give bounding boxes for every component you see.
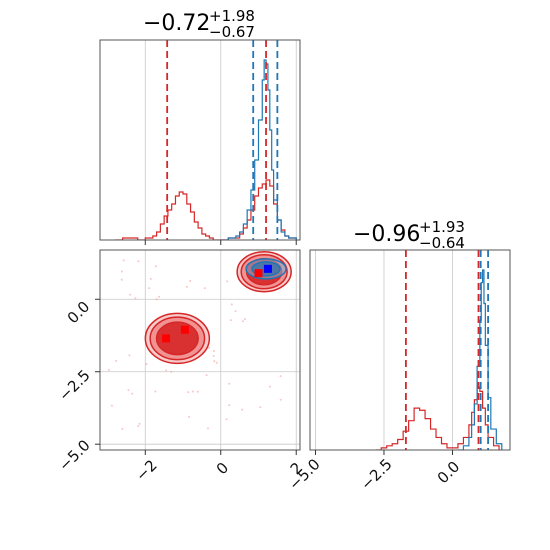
bl-y-tick-label: −2.5: [55, 366, 93, 404]
scatter-point: [134, 297, 137, 300]
panel-top-left: [115, 40, 297, 240]
marker: [254, 269, 263, 278]
bl-y-tick-label: 0.0: [64, 298, 94, 328]
scatter-point: [131, 392, 134, 395]
scatter-point: [137, 425, 140, 428]
scatter-point: [259, 406, 262, 409]
scatter-point: [127, 389, 130, 392]
scatter-point: [241, 408, 244, 411]
bl-x-tick-label: −2: [132, 456, 160, 484]
scatter-point: [186, 285, 189, 288]
scatter-point: [149, 277, 152, 280]
title-value: −0.72: [143, 11, 210, 36]
scatter-point: [228, 404, 231, 407]
scatter-point: [115, 359, 118, 362]
scatter-point: [268, 385, 271, 388]
br-x-tick-label: 0.0: [434, 458, 464, 488]
scatter-point: [196, 390, 199, 393]
scatter-point: [205, 374, 208, 377]
panel-bottom-left: [100, 250, 300, 450]
bl-y-tick-label: −5.0: [55, 436, 93, 474]
scatter-point: [206, 427, 209, 430]
scatter-point: [128, 354, 131, 357]
title-bottom-right: −0.96 +1.93 −0.64: [353, 218, 465, 252]
title-sub: −0.64: [419, 234, 465, 252]
scatter-point: [165, 369, 168, 372]
scatter-point: [120, 270, 123, 273]
scatter-point: [129, 293, 132, 296]
scatter-point: [170, 370, 173, 373]
scatter-point: [230, 303, 233, 306]
histogram-series: [457, 269, 503, 450]
scatter-point: [212, 354, 215, 357]
panel-bottom-right-frame: [309, 249, 511, 451]
scatter-point: [241, 320, 244, 323]
title-value: −0.96: [353, 222, 420, 247]
title-sup: +1.93: [419, 218, 465, 236]
scatter-point: [279, 375, 282, 378]
title-top-left: −0.72 +1.98 −0.67: [143, 7, 255, 41]
histogram-series: [220, 59, 297, 240]
scatter-point: [191, 390, 194, 393]
panel-bottom-right: [315, 250, 503, 450]
scatter-point: [110, 404, 113, 407]
marker: [180, 325, 189, 334]
histogram-series: [115, 179, 297, 240]
marker: [263, 264, 272, 273]
scatter-point: [187, 391, 190, 394]
scatter-point: [120, 278, 123, 281]
scatter-point: [228, 382, 231, 385]
scatter-point: [208, 346, 211, 349]
scatter-point: [188, 415, 191, 418]
scatter-point: [244, 318, 247, 321]
scatter-point: [279, 398, 282, 401]
scatter-point: [203, 287, 206, 290]
scatter-point: [213, 360, 216, 363]
scatter-point: [158, 295, 161, 298]
scatter-point: [189, 279, 192, 282]
marker: [162, 334, 171, 343]
scatter-point: [107, 369, 110, 372]
scatter-point: [155, 298, 158, 301]
br-x-tick-label: −2.5: [357, 455, 395, 493]
panel-top-left-frame: [99, 39, 301, 241]
histogram-series: [375, 386, 500, 450]
scatter-point: [148, 287, 151, 290]
scatter-point: [154, 265, 157, 268]
scatter-point: [229, 319, 232, 322]
br-x-tick-labels: −5.0 −2.5 0.0: [285, 455, 463, 493]
scatter-point: [154, 390, 157, 393]
scatter-point: [226, 280, 229, 283]
bl-x-tick-label: 0: [213, 459, 232, 478]
bl-y-tick-labels: 0.0 −2.5 −5.0: [55, 298, 93, 475]
scatter-point: [122, 259, 125, 262]
scatter-point: [234, 310, 237, 313]
scatter-point: [212, 350, 215, 353]
scatter-point: [215, 361, 218, 364]
title-sup: +1.98: [209, 7, 255, 25]
scatter-point: [145, 363, 148, 366]
scatter-point: [121, 427, 124, 430]
tick-marks: [95, 240, 453, 455]
scatter-point: [138, 422, 141, 425]
title-sub: −0.67: [209, 23, 255, 41]
scatter-point: [225, 418, 228, 421]
bl-x-tick-labels: −2 0 2: [132, 456, 306, 484]
scatter-point: [137, 260, 140, 263]
